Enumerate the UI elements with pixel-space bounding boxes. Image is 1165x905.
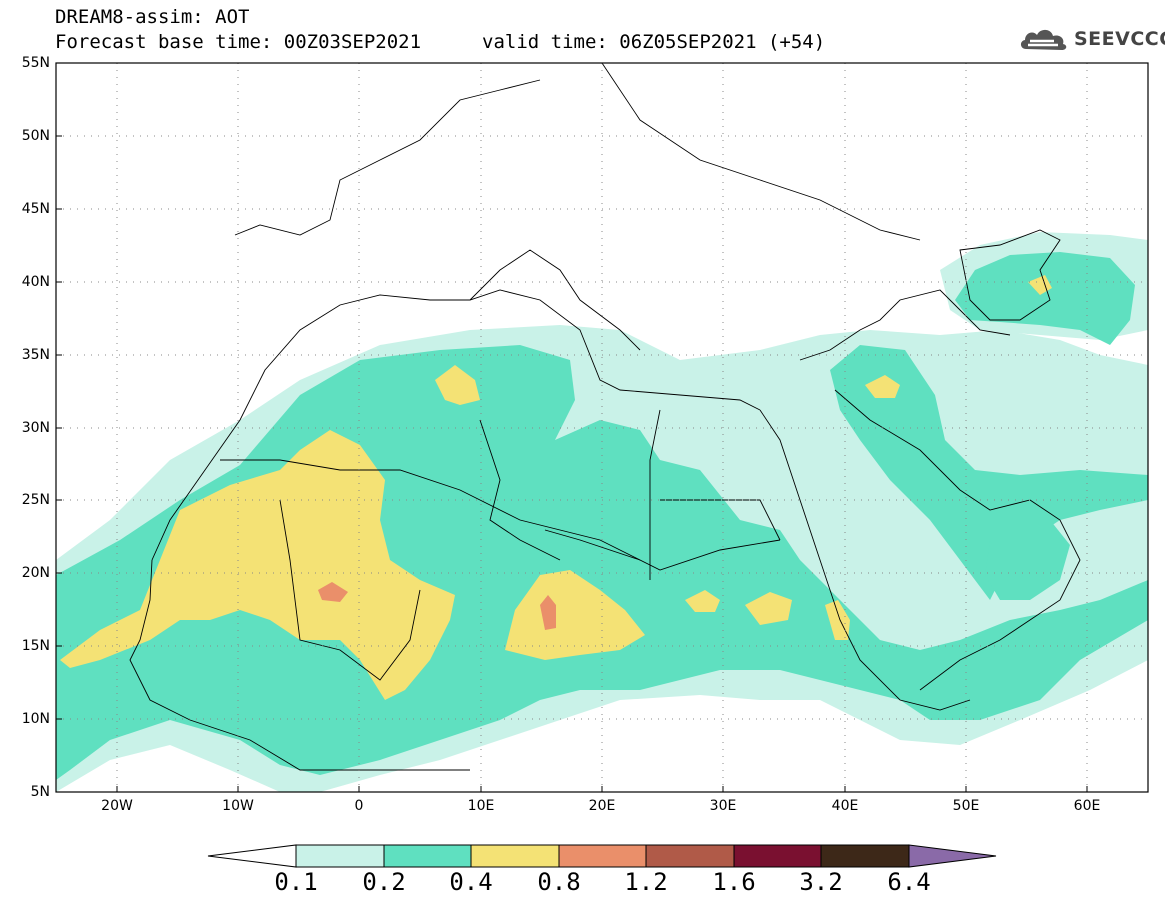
aot-band-0.2-caspian <box>955 252 1135 345</box>
colorbar-label: 0.8 <box>537 868 581 896</box>
lat-label: 25N <box>21 492 50 508</box>
aot-band-0.4-iraq <box>865 375 900 398</box>
lat-label: 45N <box>21 201 50 217</box>
colorbar-label: 0.4 <box>449 868 493 896</box>
lon-label: 20E <box>588 798 616 814</box>
colorbar-label: 1.2 <box>624 868 668 896</box>
lat-label: 30N <box>21 420 50 436</box>
tick-marks <box>56 62 1088 792</box>
aot-band-0.8-mali <box>318 582 348 602</box>
aot-band-0.4-tunisia <box>435 365 480 405</box>
aot-band-0.4-sudan2 <box>745 592 792 625</box>
aot-band-0.4-sudan1 <box>685 590 720 612</box>
colorbar-label: 1.6 <box>712 868 756 896</box>
colorbar-label: 3.2 <box>799 868 843 896</box>
aot-band-0.8-niger <box>540 595 556 630</box>
cloud-icon <box>1020 29 1067 50</box>
lon-label: 10E <box>467 798 495 814</box>
aot-band-0.4-westafrica <box>60 430 455 700</box>
lat-label: 20N <box>21 565 50 581</box>
seevccc-logo: SEEVCCC <box>1018 24 1165 54</box>
aot-band-0.4-caspian <box>1028 275 1052 295</box>
aot-band-0.2-arabia <box>985 520 1070 600</box>
lon-label: 50E <box>952 798 980 814</box>
lon-label: 40E <box>831 798 859 814</box>
aot-band-0.4-central <box>505 570 645 660</box>
aot-band-0.2-mideast <box>830 345 1148 600</box>
lat-label: 40N <box>21 274 50 290</box>
colorbar-label: 0.1 <box>274 868 318 896</box>
colorbar-label: 0.2 <box>362 868 406 896</box>
colorbar-label: 6.4 <box>887 868 931 896</box>
lat-label: 35N <box>21 347 50 363</box>
lon-label: 20W <box>101 798 133 814</box>
lat-label: 5N <box>30 784 50 800</box>
coastlines <box>129 63 1081 771</box>
lon-label: 10W <box>222 798 254 814</box>
lon-label: 0 <box>354 798 364 814</box>
lon-label: 30E <box>709 798 737 814</box>
graticule <box>56 63 1148 792</box>
valid-time: valid time: 06Z05SEP2021 (+54) <box>482 31 826 53</box>
lat-label: 50N <box>21 128 50 144</box>
forecast-base-time: Forecast base time: 00Z03SEP2021 <box>55 31 422 53</box>
logo-text: SEEVCCC <box>1074 28 1165 50</box>
lat-label: 15N <box>21 638 50 654</box>
lat-label: 55N <box>21 55 50 71</box>
map-title: DREAM8-assim: AOT <box>55 6 250 28</box>
lon-label: 60E <box>1073 798 1101 814</box>
lat-label: 10N <box>21 711 50 727</box>
aot-band-0.4-eritrea <box>825 600 850 640</box>
